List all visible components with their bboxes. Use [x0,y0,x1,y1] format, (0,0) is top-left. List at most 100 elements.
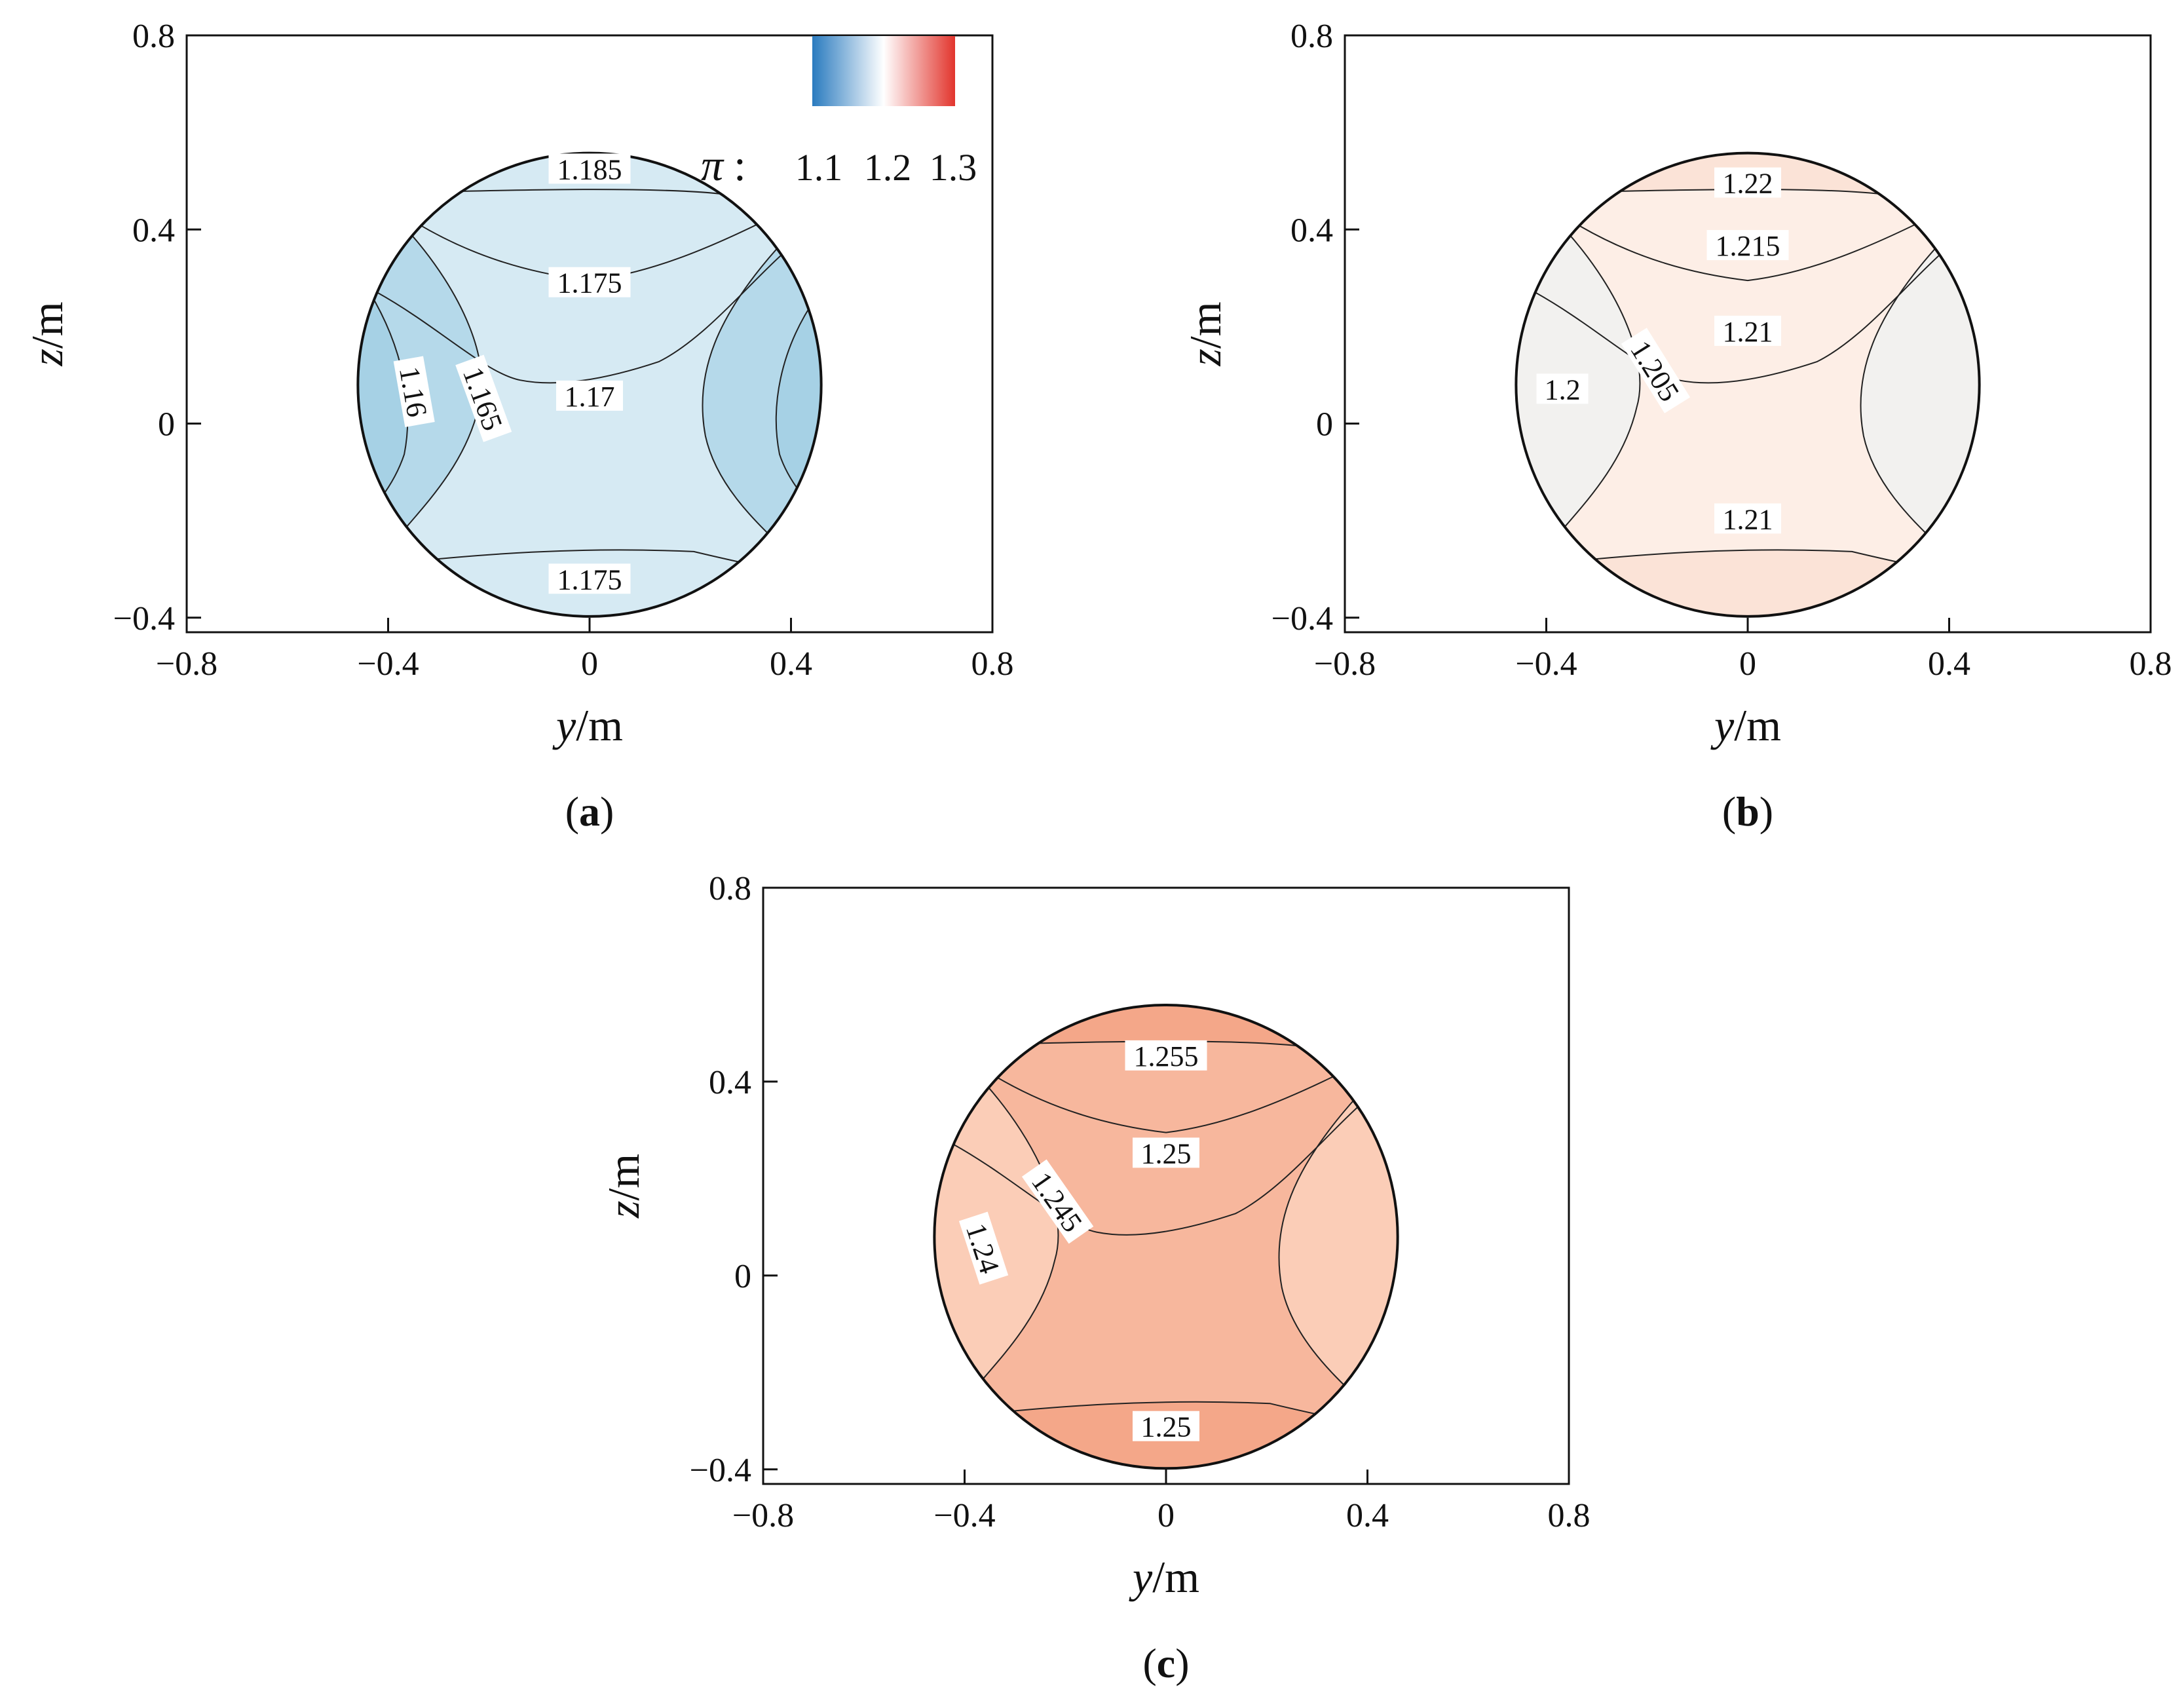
x-axis-label-var: y [552,700,576,750]
field-core [1516,153,1980,617]
contour-label-text: 1.17 [565,381,615,413]
contour-label-text: 1.255 [1134,1040,1199,1072]
y-tick-label: 0.4 [709,1064,751,1101]
y-tick-label: 0.8 [132,18,175,55]
x-tick-label: 0 [1739,645,1756,683]
y-axis-label-var: z [599,1201,649,1219]
panel-caption: (c) [1142,1640,1189,1686]
y-axis-label: z/m [22,301,72,366]
contour-label: 1.22 [1714,167,1781,200]
contour-label-text: 1.2 [1545,373,1581,406]
x-tick-label: −0.8 [156,645,217,683]
x-axis-label: y/m [552,700,623,750]
contour-label-text: 1.185 [557,153,622,185]
y-axis-label-unit: /m [22,301,72,349]
panel-caption-letter: c [1157,1640,1175,1686]
x-tick-label: 0 [1158,1497,1175,1534]
contour-label-bg [1125,1040,1207,1071]
contour-label-bg [1621,328,1691,413]
contour-label: 1.175 [548,267,631,299]
contour-label-bg [1133,1411,1199,1441]
contour-label-bg [393,356,435,427]
contour-label-text: 1.22 [1723,168,1773,200]
y-axis-label-var: z [22,349,72,366]
x-tick-label: −0.8 [1314,645,1376,683]
contour-label-bg [548,153,631,184]
y-tick-label: 0.8 [1290,18,1333,55]
y-tick-label: 0.4 [1290,212,1333,249]
contour-line [934,1005,1398,1048]
contour-label-bg [455,354,512,442]
contour-label: 1.25 [1133,1137,1199,1169]
y-tick-label: 0 [158,406,175,444]
contour-label-bg [1714,167,1781,198]
x-axis-label: y/m [1129,1552,1199,1602]
contour-label-text: 1.175 [557,563,622,596]
contour-line [952,1101,1364,1236]
contour-label: 1.185 [548,153,631,185]
contour-label-text: 1.175 [557,267,622,299]
x-tick-label: 0 [581,645,598,683]
domain-boundary [1515,151,1981,618]
contour-label-bg [1714,503,1781,534]
y-tick-label: −0.4 [1271,600,1333,637]
contour-label-bg [548,563,631,594]
contour-label-bg [1714,315,1781,346]
contour-line [376,250,787,384]
y-tick-label: 0.4 [132,212,175,249]
contour-label-bg [1021,1159,1094,1244]
x-tick-label: 0.4 [1346,1497,1389,1534]
y-tick-label: −0.4 [690,1452,751,1489]
contour-label: 1.16 [393,356,435,427]
field-core [934,1005,1398,1469]
legend-tick-label: 1.3 [930,146,977,189]
panel-caption: (a) [565,788,614,835]
contour-label: 1.2 [1536,373,1589,406]
y-axis-label-unit: /m [1180,301,1230,349]
x-tick-label: 0.8 [1548,1497,1591,1534]
contour-line [1278,1097,1398,1405]
contour-label-text: 1.21 [1723,503,1773,535]
x-tick-label: 0.4 [770,645,812,683]
y-axis-label-var: z [1180,349,1230,366]
y-tick-label: 0 [1316,406,1333,444]
domain-boundary [933,1004,1399,1470]
panel-caption-letter: b [1736,788,1760,835]
contour-label-bg [958,1211,1009,1285]
legend-tick-label: 1.1 [795,146,843,189]
contour-label: 1.175 [548,563,631,596]
contour-label-text: 1.25 [1141,1137,1192,1169]
legend-tick-label: 1.2 [864,146,912,189]
contour-label-bg [1133,1137,1199,1168]
x-axis-label-var: y [1129,1552,1153,1602]
x-axis-label-var: y [1710,700,1735,750]
y-tick-label: 0.8 [709,870,751,907]
x-tick-label: −0.8 [732,1497,794,1534]
x-tick-label: 0.8 [2130,645,2172,683]
legend-separator: : [734,140,746,190]
y-tick-label: 0 [734,1258,751,1295]
legend: π: 1.1 1.2 1.3 [701,36,977,190]
x-axis-label-unit: /m [1734,700,1781,750]
contour-label: 1.255 [1125,1040,1207,1072]
y-tick-label: −0.4 [113,600,175,637]
contour-line [992,1069,1347,1133]
contour-label: 1.21 [1714,315,1781,348]
domain-boundary [356,151,823,618]
y-axis-label-unit: /m [599,1154,649,1201]
y-axis-label: z/m [599,1154,649,1219]
x-axis-label-unit: /m [1152,1552,1199,1602]
contour-line [1860,245,1980,552]
contour-label-bg [548,267,631,297]
panel-caption: (b) [1722,788,1773,835]
contour-label-bg [1536,373,1589,404]
x-axis-label: y/m [1710,700,1781,750]
contour-label: 1.215 [1706,230,1789,262]
x-tick-label: −0.4 [1515,645,1577,683]
x-axis-label-unit: /m [576,700,623,750]
contour-label-text: 1.215 [1716,230,1780,262]
x-tick-label: 0.4 [1928,645,1970,683]
